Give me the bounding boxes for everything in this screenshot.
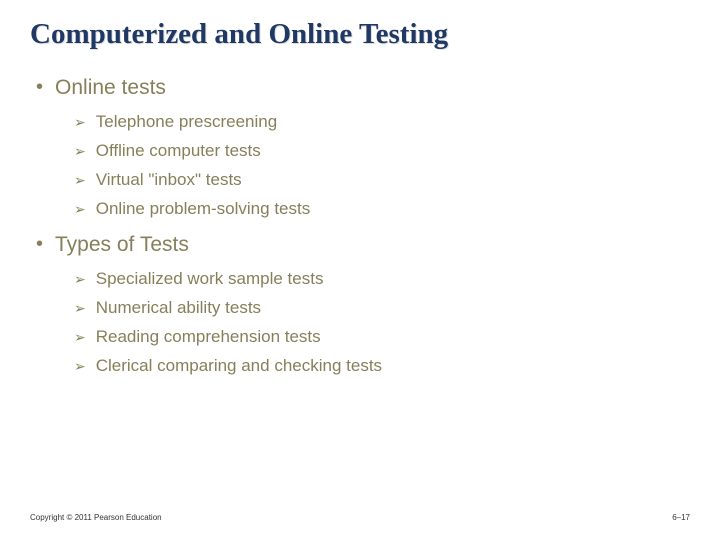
list-item-text: Reading comprehension tests: [96, 326, 321, 348]
list-item: ➢ Clerical comparing and checking tests: [74, 355, 690, 377]
arrow-bullet-icon: ➢: [74, 355, 86, 377]
arrow-bullet-icon: ➢: [74, 268, 86, 290]
arrow-bullet-icon: ➢: [74, 297, 86, 319]
arrow-bullet-icon: ➢: [74, 326, 86, 348]
list-item: ➢ Specialized work sample tests: [74, 268, 690, 290]
list-item-text: Specialized work sample tests: [96, 268, 324, 290]
section-heading-row: • Online tests: [36, 75, 690, 101]
bullet-level1-icon: •: [36, 75, 43, 99]
page-number: 6–17: [672, 513, 690, 522]
list-item-text: Telephone prescreening: [96, 111, 277, 133]
section-heading-text: Online tests: [55, 75, 166, 101]
sublist: ➢ Specialized work sample tests ➢ Numeri…: [36, 268, 690, 377]
slide-container: Computerized and Online Testing • Online…: [0, 0, 720, 540]
list-item-text: Offline computer tests: [96, 140, 261, 162]
list-item: ➢ Online problem-solving tests: [74, 198, 690, 220]
arrow-bullet-icon: ➢: [74, 140, 86, 162]
list-item: ➢ Numerical ability tests: [74, 297, 690, 319]
list-item: ➢ Virtual "inbox" tests: [74, 169, 690, 191]
section-heading-text: Types of Tests: [55, 232, 189, 258]
list-item: ➢ Offline computer tests: [74, 140, 690, 162]
slide-title: Computerized and Online Testing: [30, 18, 690, 51]
list-item-text: Virtual "inbox" tests: [96, 169, 242, 191]
list-item: ➢ Reading comprehension tests: [74, 326, 690, 348]
bullet-level1-icon: •: [36, 232, 43, 256]
list-item-text: Clerical comparing and checking tests: [96, 355, 382, 377]
content-area: • Online tests ➢ Telephone prescreening …: [30, 75, 690, 377]
list-item: ➢ Telephone prescreening: [74, 111, 690, 133]
section-heading-row: • Types of Tests: [36, 232, 690, 258]
arrow-bullet-icon: ➢: [74, 111, 86, 133]
arrow-bullet-icon: ➢: [74, 198, 86, 220]
list-item-text: Numerical ability tests: [96, 297, 261, 319]
footer: Copyright © 2011 Pearson Education 6–17: [30, 513, 690, 522]
sublist: ➢ Telephone prescreening ➢ Offline compu…: [36, 111, 690, 220]
copyright-text: Copyright © 2011 Pearson Education: [30, 513, 162, 522]
arrow-bullet-icon: ➢: [74, 169, 86, 191]
list-item-text: Online problem-solving tests: [96, 198, 310, 220]
